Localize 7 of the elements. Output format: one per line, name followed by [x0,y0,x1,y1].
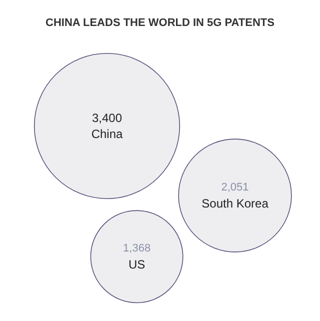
category-label: US [128,258,146,272]
data-label: 2,051 [221,182,249,194]
data-label: 3,400 [92,111,122,125]
category-label: China [91,127,123,141]
data-label: 1,368 [123,242,151,255]
text: CHINA LEADS THE WORLD IN 5G PATENTS [46,17,274,29]
category-label: South Korea [202,196,269,210]
